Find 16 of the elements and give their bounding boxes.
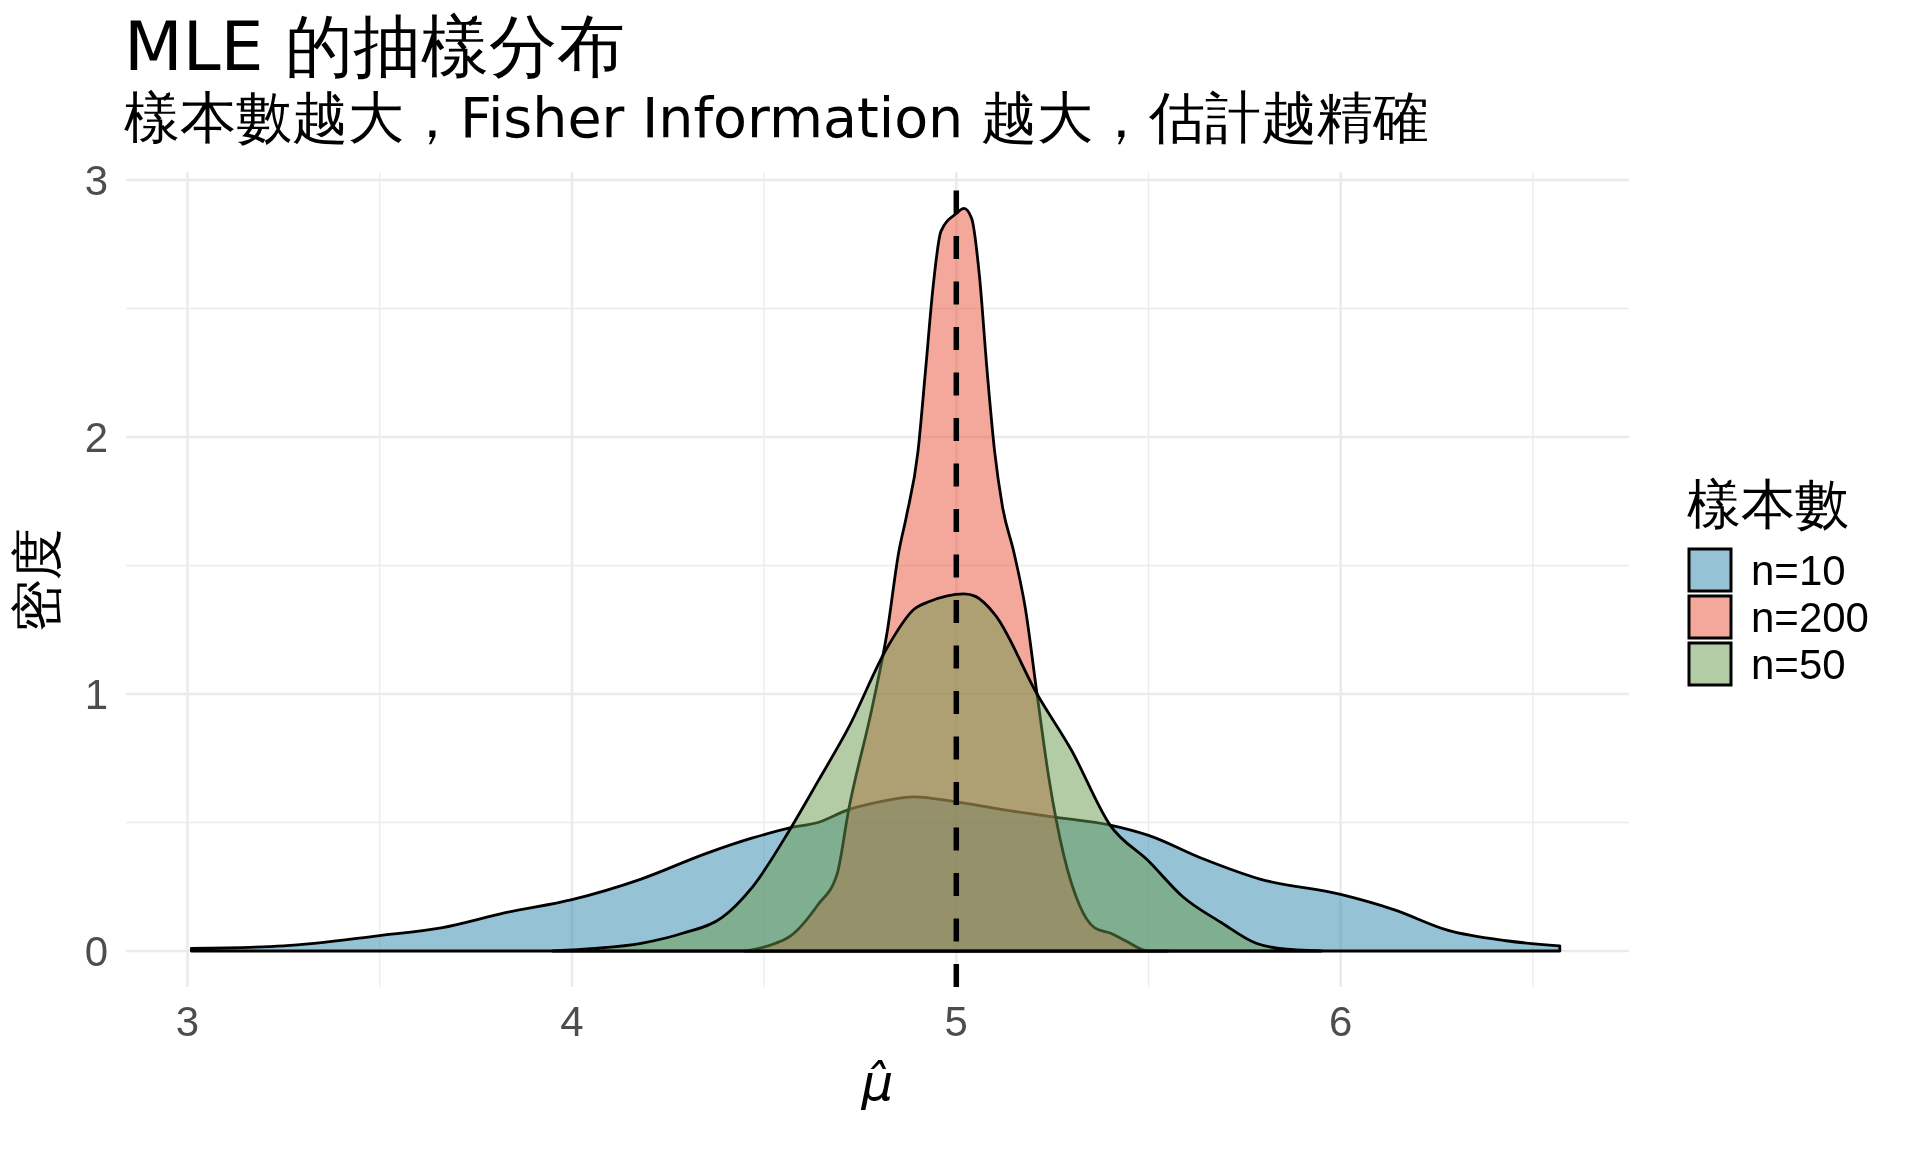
legend-title: 樣本數 [1687, 473, 1849, 536]
x-tick-label: 3 [175, 998, 200, 1045]
legend-label: n=50 [1751, 641, 1846, 688]
y-axis-title: 密度 [7, 527, 67, 632]
y-tick-label: 3 [84, 157, 108, 205]
legend-label: n=200 [1751, 594, 1869, 641]
y-tick-label: 2 [84, 414, 108, 462]
x-tick-label: 4 [560, 998, 584, 1045]
legend-label: n=10 [1751, 547, 1846, 594]
x-tick-label: 5 [944, 998, 968, 1045]
chart-subtitle: 樣本數越大，Fisher Information 越大，估計越精確 [124, 85, 1429, 150]
x-axis-title: μ̂ [860, 1054, 894, 1112]
x-tick-label: 6 [1329, 998, 1353, 1045]
y-tick-label: 1 [84, 671, 108, 719]
chart-title: MLE 的抽樣分布 [124, 7, 626, 86]
y-tick-label: 0 [84, 928, 108, 976]
